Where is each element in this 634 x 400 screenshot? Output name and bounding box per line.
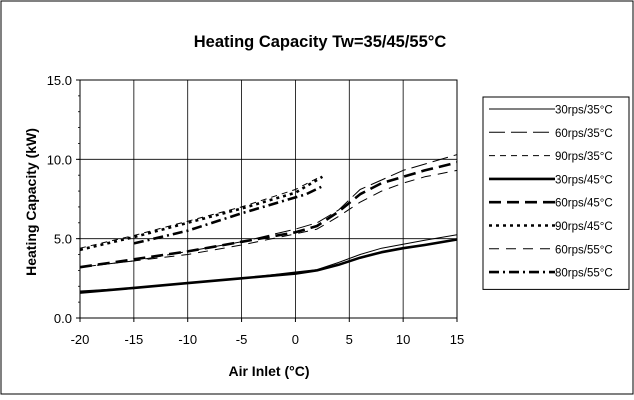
x-tick-label: 15 <box>450 332 464 347</box>
legend-label: 30rps/35°C <box>555 105 613 117</box>
tick-layer: -20 -15 -10 -5 0 5 10 15 0.0 5.0 10.0 15.0 <box>47 73 465 347</box>
legend-label: 60rps/55°C <box>555 244 613 256</box>
legend-label: 80rps/55°C <box>555 268 613 280</box>
x-axis-label: Air Inlet (°C) <box>228 363 309 379</box>
series-layer <box>79 154 458 294</box>
y-tick-label: 10.0 <box>47 152 72 167</box>
x-tick-label: -15 <box>124 332 143 347</box>
x-tick-label: 5 <box>346 332 353 347</box>
series-line <box>79 177 318 249</box>
series-line <box>79 169 458 268</box>
legend: 30rps/35°C 60rps/35°C 90rps/35°C 30rps/45°C… <box>482 96 630 290</box>
series-line <box>79 161 458 269</box>
legend-label: 60rps/35°C <box>555 128 613 140</box>
y-tick-label: 15.0 <box>47 73 72 88</box>
y-axis-label: Heating Capacity (kW) <box>23 128 39 276</box>
series-line <box>79 238 458 294</box>
legend-label: 30rps/45°C <box>555 174 613 186</box>
legend-label: 90rps/45°C <box>555 221 613 233</box>
x-tick-label: -5 <box>236 332 248 347</box>
series-line <box>133 185 323 245</box>
legend-box <box>482 96 630 290</box>
y-tick-label: 0.0 <box>54 311 72 326</box>
y-tick-label: 5.0 <box>54 232 72 247</box>
x-tick-label: -10 <box>178 332 197 347</box>
x-tick-label: 0 <box>292 332 299 347</box>
grid-layer <box>79 79 458 319</box>
x-tick-label: 10 <box>396 332 410 347</box>
legend-label: 60rps/45°C <box>555 198 613 210</box>
x-tick-label: -20 <box>71 332 90 347</box>
plot-area <box>79 79 458 319</box>
chart-title: Heating Capacity Tw=35/45/55°C <box>194 33 447 51</box>
legend-label: 90rps/35°C <box>555 151 613 163</box>
